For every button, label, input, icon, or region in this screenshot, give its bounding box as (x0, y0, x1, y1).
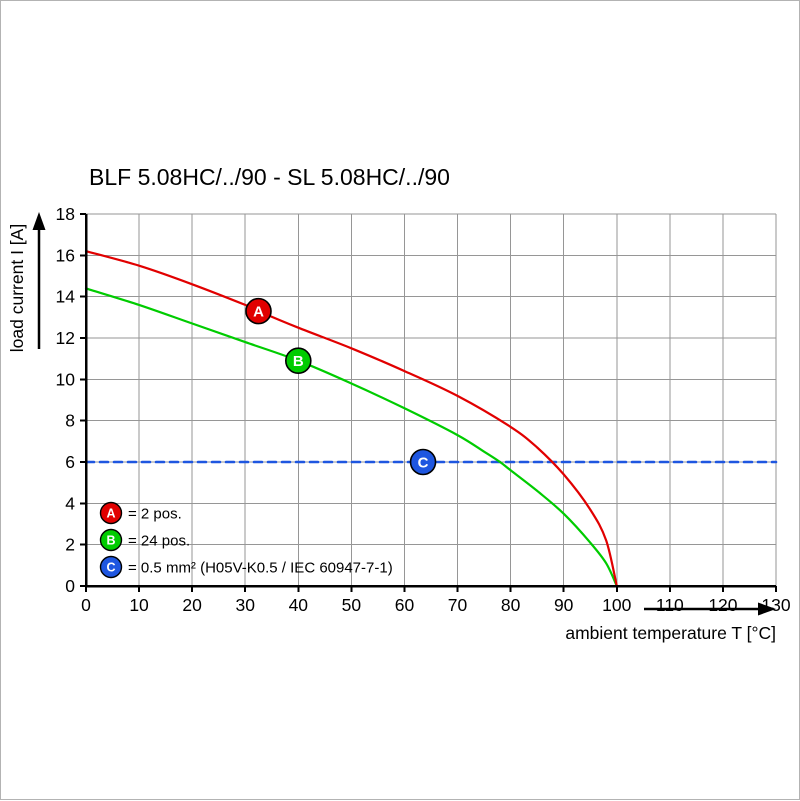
svg-text:0: 0 (81, 595, 91, 615)
svg-text:A: A (253, 304, 264, 321)
svg-text:100: 100 (602, 595, 631, 615)
svg-text:16: 16 (56, 245, 75, 265)
y-tick-labels: 0 2 4 6 8 10 12 14 16 18 (56, 204, 76, 596)
y-axis-arrow (32, 212, 46, 349)
legend-item-C: C = 0.5 mm² (H05V-K0.5 / IEC 60947-7-1) (99, 555, 393, 579)
svg-text:30: 30 (235, 595, 255, 615)
legend-item-B: B = 24 pos. (99, 528, 190, 552)
svg-text:6: 6 (65, 452, 75, 472)
svg-text:= 0.5 mm² (H05V-K0.5 / IEC 609: = 0.5 mm² (H05V-K0.5 / IEC 60947-7-1) (128, 560, 393, 577)
svg-text:12: 12 (56, 328, 75, 348)
svg-text:B: B (106, 534, 115, 548)
svg-text:10: 10 (56, 369, 76, 389)
grid-lines (85, 213, 777, 587)
svg-text:C: C (106, 561, 115, 575)
svg-text:4: 4 (65, 493, 75, 513)
svg-text:110: 110 (656, 595, 684, 615)
legend: A = 2 pos. B = 24 pos. C = 0.5 mm² (H05V-K0.5… (99, 501, 393, 579)
tick-marks (80, 213, 777, 592)
marker-B: B (285, 347, 312, 375)
svg-text:20: 20 (182, 595, 202, 615)
svg-text:14: 14 (56, 287, 76, 307)
x-axis-label: ambient temperature T [°C] (565, 623, 776, 643)
svg-text:A: A (106, 507, 115, 521)
x-tick-labels: 0 10 20 30 40 50 60 70 80 90 100 110 120 130 (81, 595, 791, 615)
svg-text:120: 120 (708, 595, 737, 615)
svg-text:90: 90 (554, 595, 574, 615)
x-axis-arrow (644, 602, 776, 616)
svg-text:= 24 pos.: = 24 pos. (128, 533, 190, 550)
legend-item-A: A = 2 pos. (99, 501, 182, 525)
series-A-curve (84, 250, 618, 588)
chart-title: BLF 5.08HC/../90 - SL 5.08HC/../90 (89, 164, 450, 190)
svg-text:2: 2 (65, 535, 75, 555)
svg-text:40: 40 (289, 595, 309, 615)
svg-text:C: C (418, 455, 429, 472)
axes (84, 214, 776, 588)
svg-text:10: 10 (129, 595, 149, 615)
svg-text:50: 50 (342, 595, 362, 615)
svg-text:60: 60 (395, 595, 415, 615)
svg-text:80: 80 (501, 595, 521, 615)
svg-text:18: 18 (56, 204, 75, 224)
series-B-curve (84, 287, 618, 588)
svg-text:= 2 pos.: = 2 pos. (128, 506, 182, 523)
marker-A: A (245, 297, 272, 325)
svg-text:B: B (293, 353, 304, 370)
marker-C: C (409, 448, 437, 476)
svg-text:8: 8 (65, 411, 75, 431)
svg-text:0: 0 (65, 576, 75, 596)
svg-text:70: 70 (448, 595, 468, 615)
y-axis-label: load current I [A] (7, 224, 27, 352)
